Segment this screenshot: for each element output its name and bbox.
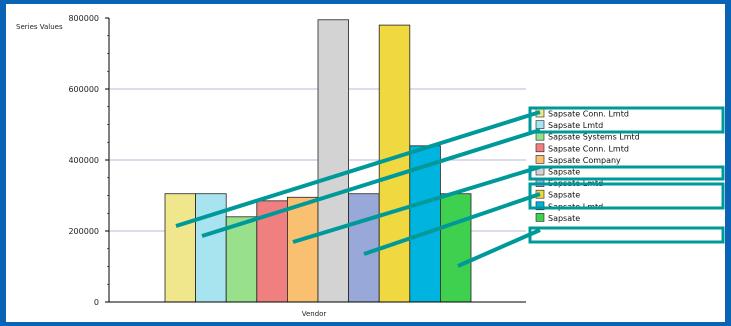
y-tick-label: 0 bbox=[94, 298, 99, 307]
y-ticks: 0 200000 400000 600000 800000 bbox=[68, 14, 109, 307]
bar bbox=[439, 193, 472, 303]
legend-label: Sapsate Company bbox=[548, 156, 621, 165]
legend-swatch bbox=[535, 143, 545, 153]
legend-label: Sapsate Conn. Lmtd bbox=[548, 110, 629, 119]
callout-box bbox=[528, 165, 725, 181]
legend-swatch bbox=[535, 213, 545, 222]
bar bbox=[164, 193, 197, 303]
legend-swatch bbox=[535, 120, 545, 129]
bar bbox=[348, 193, 380, 303]
legend-label: Sapsate bbox=[548, 214, 580, 223]
legend-label: Sapsate Lmtd bbox=[548, 121, 603, 130]
legend-label: Sapsate bbox=[548, 168, 580, 177]
bar bbox=[378, 24, 411, 303]
y-tick-label: 400000 bbox=[68, 156, 99, 165]
bar bbox=[286, 196, 319, 303]
connector-line bbox=[175, 110, 541, 228]
y-tick-label: 800000 bbox=[68, 14, 99, 23]
legend-label: Sapsate Conn. Lmtd bbox=[548, 144, 629, 153]
connector-line bbox=[201, 128, 541, 238]
callout-box bbox=[528, 106, 725, 134]
legend-label: Sapsate bbox=[548, 191, 580, 200]
legend-swatch bbox=[535, 201, 545, 211]
bars-layer bbox=[164, 19, 472, 303]
bar bbox=[256, 200, 288, 303]
connector-line bbox=[457, 228, 541, 268]
bar bbox=[409, 145, 441, 303]
x-axis-title: Vendor bbox=[302, 310, 327, 318]
connector-line bbox=[292, 165, 541, 244]
legend-label: Sapsate Systems Lmtd bbox=[548, 133, 640, 142]
y-tick-label: 600000 bbox=[68, 85, 99, 94]
callout-box bbox=[528, 226, 725, 244]
y-tick-label: 200000 bbox=[68, 227, 99, 236]
connector-line bbox=[363, 192, 541, 256]
bar bbox=[317, 19, 350, 303]
bar bbox=[225, 216, 258, 303]
chart-panel: 0 200000 400000 600000 800000 Series Values … bbox=[6, 4, 725, 322]
y-axis-title: Series Values bbox=[16, 23, 63, 31]
legend-connectors bbox=[175, 106, 725, 268]
legend-swatch bbox=[535, 155, 545, 164]
